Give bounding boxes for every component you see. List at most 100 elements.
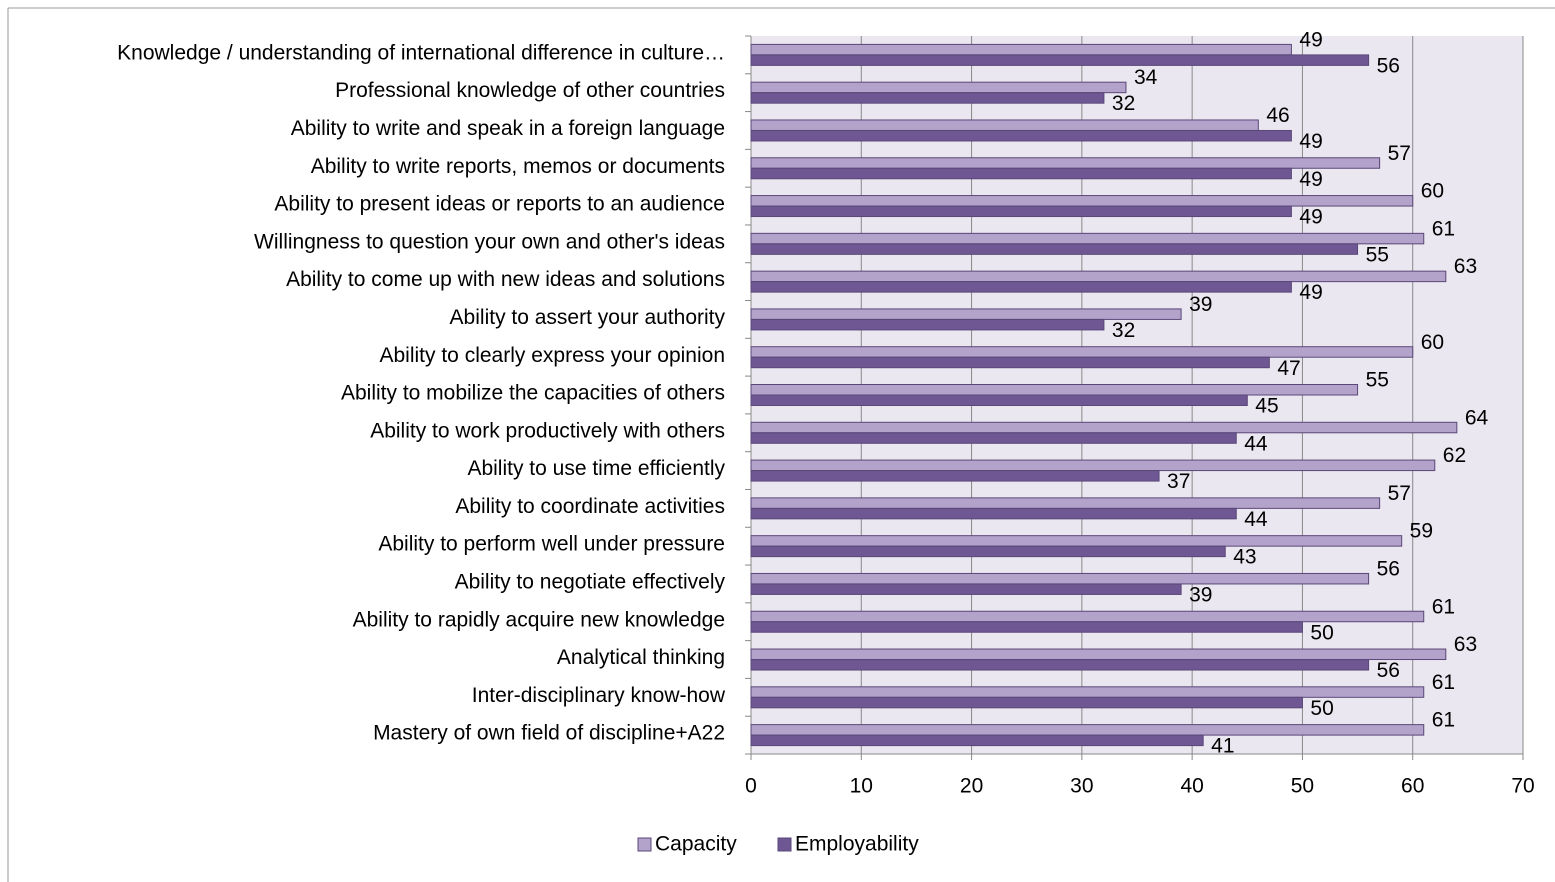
data-label: 37 — [1167, 470, 1190, 493]
data-label: 49 — [1299, 168, 1322, 191]
y-tick-label: Ability to work productively with others — [370, 419, 725, 442]
data-label: 49 — [1299, 206, 1322, 229]
data-label: 61 — [1432, 595, 1455, 618]
y-tick-label: Ability to write reports, memos or docum… — [311, 155, 725, 178]
bar — [750, 270, 1447, 283]
legend-swatch — [777, 837, 792, 852]
data-label: 62 — [1443, 444, 1466, 467]
y-tick-label: Ability to present ideas or reports to a… — [274, 193, 725, 216]
data-label: 60 — [1421, 331, 1444, 354]
bar — [750, 421, 1458, 434]
bar — [750, 384, 1359, 396]
data-label: 49 — [1299, 130, 1322, 153]
data-label: 56 — [1377, 557, 1400, 580]
bar — [750, 734, 1204, 747]
bar — [750, 648, 1447, 661]
bar — [750, 470, 1160, 482]
data-label: 57 — [1388, 142, 1411, 165]
data-label: 56 — [1377, 659, 1400, 682]
x-tick-label: 30 — [1070, 775, 1093, 798]
bar — [750, 545, 1226, 558]
legend-label: Capacity — [655, 833, 737, 856]
bar — [750, 281, 1292, 293]
bar — [750, 195, 1414, 207]
data-label: 61 — [1432, 671, 1455, 694]
data-label: 64 — [1465, 406, 1489, 429]
y-tick-label: Mastery of own field of discipline+A22 — [373, 722, 725, 745]
legend-label: Employability — [795, 833, 919, 856]
bar — [750, 81, 1127, 94]
x-tick-label: 0 — [745, 775, 757, 798]
data-label: 50 — [1310, 697, 1333, 720]
data-label: 60 — [1421, 180, 1444, 203]
y-tick-label: Analytical thinking — [557, 646, 725, 669]
data-label: 39 — [1189, 293, 1212, 316]
data-label: 43 — [1233, 546, 1256, 569]
data-label: 32 — [1112, 92, 1135, 115]
bar — [750, 572, 1370, 585]
legend-swatch — [637, 837, 652, 852]
bar — [750, 92, 1105, 104]
data-label: 47 — [1277, 357, 1300, 380]
x-tick-label: 50 — [1291, 775, 1314, 798]
data-label: 41 — [1211, 735, 1234, 758]
bar — [750, 129, 1292, 142]
data-label: 61 — [1432, 709, 1455, 732]
x-tick-label: 60 — [1401, 775, 1424, 798]
data-label: 32 — [1112, 319, 1135, 342]
y-tick-label: Ability to assert your authority — [450, 306, 726, 329]
bar — [750, 621, 1303, 633]
x-tick-label: 20 — [960, 775, 983, 798]
bar — [750, 43, 1292, 56]
bar — [750, 394, 1248, 406]
bar — [750, 318, 1105, 331]
y-tick-label: Ability to coordinate activities — [455, 495, 725, 518]
bar — [750, 356, 1270, 369]
bar — [750, 686, 1425, 698]
bar — [750, 724, 1425, 736]
data-label: 44 — [1244, 432, 1268, 455]
bar — [750, 696, 1303, 709]
y-tick-label: Professional knowledge of other countrie… — [335, 79, 725, 102]
data-label: 39 — [1189, 583, 1212, 606]
bar — [750, 346, 1414, 358]
y-tick-label: Ability to negotiate effectively — [455, 570, 726, 593]
bar — [750, 243, 1359, 255]
bar — [750, 583, 1182, 595]
bar — [750, 535, 1403, 547]
bar — [750, 167, 1292, 180]
data-label: 63 — [1454, 633, 1477, 656]
data-label: 44 — [1244, 508, 1268, 531]
y-tick-label: Inter-disciplinary know-how — [472, 684, 726, 707]
bar — [750, 507, 1237, 520]
data-label: 59 — [1410, 520, 1433, 543]
bar — [750, 659, 1370, 671]
bar — [750, 459, 1436, 472]
data-label: 56 — [1377, 54, 1400, 77]
data-label: 34 — [1134, 66, 1158, 89]
data-label: 50 — [1310, 621, 1333, 644]
bar — [750, 157, 1381, 169]
x-tick-label: 10 — [850, 775, 873, 798]
data-label: 63 — [1454, 255, 1477, 278]
y-tick-label: Ability to mobilize the capacities of ot… — [341, 382, 725, 405]
y-tick-label: Ability to write and speak in a foreign … — [291, 117, 725, 140]
bar — [750, 232, 1425, 245]
bar — [750, 54, 1370, 66]
y-tick-label: Ability to come up with new ideas and so… — [286, 268, 725, 291]
data-label: 61 — [1432, 217, 1455, 240]
data-label: 55 — [1366, 369, 1389, 392]
bar — [750, 610, 1425, 623]
bar — [750, 205, 1292, 218]
data-label: 57 — [1388, 482, 1411, 505]
y-tick-label: Ability to perform well under pressure — [378, 533, 725, 556]
y-tick-label: Knowledge / understanding of internation… — [117, 41, 725, 64]
data-label: 49 — [1299, 28, 1322, 51]
data-label: 49 — [1299, 281, 1322, 304]
y-tick-label: Willingness to question your own and oth… — [254, 230, 725, 253]
y-tick-label: Ability to rapidly acquire new knowledge — [353, 608, 725, 631]
bar — [750, 308, 1182, 320]
data-label: 55 — [1366, 243, 1389, 266]
data-label: 45 — [1255, 395, 1278, 418]
